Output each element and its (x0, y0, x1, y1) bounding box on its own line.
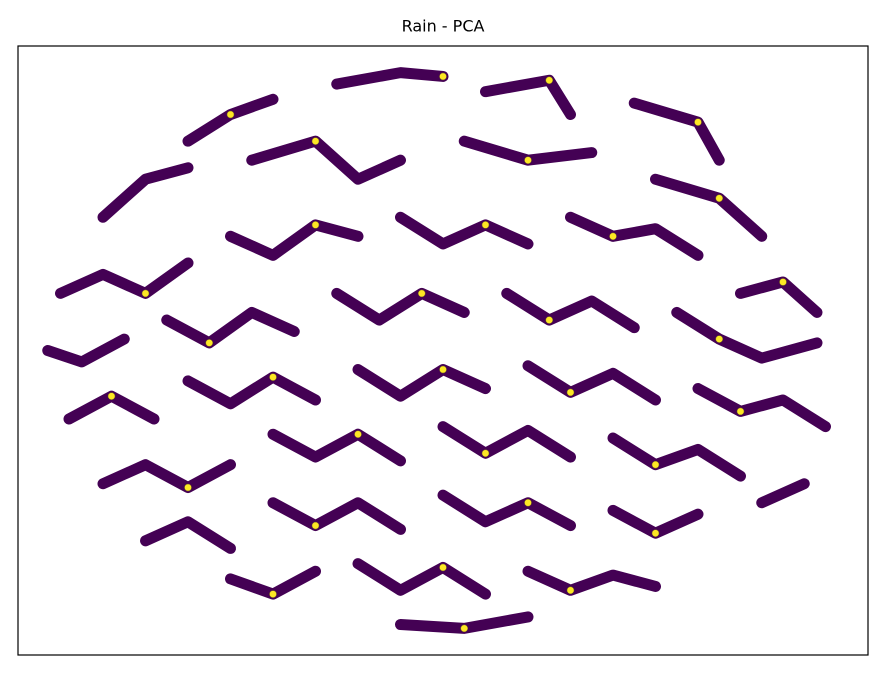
data-worm (437, 489, 576, 532)
data-point (418, 289, 426, 298)
data-point (205, 339, 213, 347)
data-worm (331, 67, 449, 90)
data-point (651, 529, 660, 537)
data-point (524, 499, 532, 507)
data-point (651, 460, 660, 469)
data-point (460, 624, 468, 633)
plot-frame (17, 45, 869, 656)
data-point (694, 118, 702, 126)
data-point (439, 563, 447, 572)
data-point (226, 110, 235, 119)
data-point (141, 289, 150, 298)
data-worm (182, 93, 279, 147)
data-worm (352, 364, 491, 402)
data-point (439, 365, 447, 374)
data-point (566, 586, 575, 595)
data-worm (522, 565, 661, 596)
data-worm (650, 173, 768, 242)
data-worm (97, 162, 194, 223)
data-point (107, 392, 116, 400)
data-point (354, 430, 362, 438)
data-point (715, 194, 723, 202)
data-worm (55, 257, 194, 299)
data-point (609, 232, 617, 241)
data-worm (267, 497, 406, 535)
data-worm (692, 383, 831, 433)
data-point (481, 449, 490, 458)
data-worm (97, 459, 236, 494)
data-point (566, 388, 575, 397)
data-worm (267, 428, 406, 467)
data-worm (42, 333, 130, 368)
data-worm (501, 287, 640, 334)
data-worm (607, 432, 746, 482)
data-point (779, 278, 787, 286)
data-point (736, 407, 745, 416)
data-worm (182, 371, 321, 410)
data-worm (437, 421, 576, 463)
data-point (269, 590, 277, 598)
data-point (269, 373, 277, 381)
data-worm (480, 74, 576, 121)
data-worm (671, 306, 823, 364)
data-worm (628, 97, 725, 166)
data-worm (395, 211, 534, 250)
data-point (439, 72, 447, 81)
data-worm (246, 135, 406, 185)
chart-title: Rain - PCA (402, 17, 485, 36)
data-point (545, 316, 553, 324)
data-point (311, 137, 320, 145)
data-point (311, 521, 320, 530)
data-point (184, 483, 192, 492)
data-point (481, 221, 490, 229)
data-point (311, 221, 320, 229)
data-worm (565, 211, 704, 261)
data-worm (735, 276, 823, 318)
data-worm (225, 219, 364, 261)
data-worm (522, 360, 661, 406)
data-point (545, 76, 553, 85)
data-point (524, 156, 532, 164)
data-worm (161, 306, 300, 349)
data-worm (331, 287, 470, 326)
data-worm (352, 558, 491, 600)
data-worm (756, 478, 810, 509)
data-worm (140, 516, 236, 554)
data-point (715, 335, 723, 343)
